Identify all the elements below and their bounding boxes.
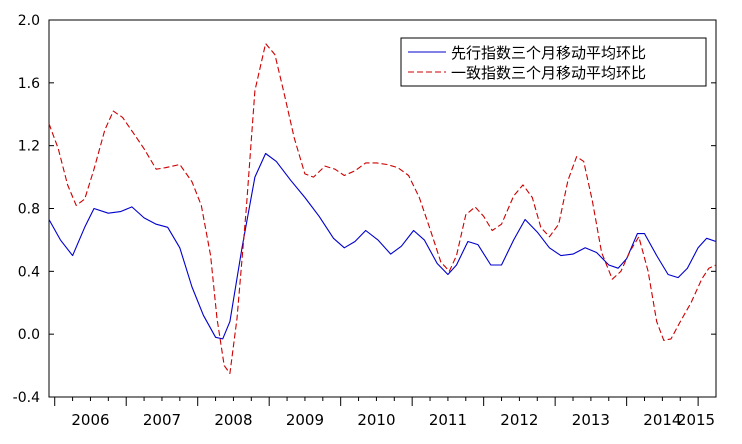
x-tick-label: 2009 <box>286 411 324 429</box>
y-tick-label: -0.4 <box>13 390 40 406</box>
y-tick-label: 0.0 <box>18 327 40 343</box>
x-tick-label: 2010 <box>357 411 395 429</box>
x-tick-label: 2007 <box>143 411 181 429</box>
y-tick-label: 2.0 <box>18 13 40 29</box>
series-line-1 <box>48 43 717 374</box>
y-tick-label: 0.4 <box>18 264 40 280</box>
x-tick-label: 2015 <box>677 411 715 429</box>
legend-label-0: 先行指数三个月移动平均环比 <box>451 44 646 62</box>
x-tick-label: 2006 <box>71 411 109 429</box>
y-tick-label: 0.8 <box>18 202 40 218</box>
legend-label-1: 一致指数三个月移动平均环比 <box>451 64 646 82</box>
x-tick-label: 2014 <box>643 411 681 429</box>
y-tick-label: 1.6 <box>18 76 40 92</box>
x-tick-label: 2011 <box>429 411 467 429</box>
y-tick-label: 1.2 <box>18 139 40 155</box>
series-line-0 <box>48 152 717 340</box>
y-axis: 2.0 1.6 1.2 0.8 0.4 0.0 -0.4 <box>13 13 716 406</box>
legend-box <box>400 37 707 87</box>
x-tick-label: 2012 <box>500 411 538 429</box>
series-layer <box>48 43 717 374</box>
x-tick-label: 2013 <box>572 411 610 429</box>
x-tick-label: 2008 <box>214 411 252 429</box>
